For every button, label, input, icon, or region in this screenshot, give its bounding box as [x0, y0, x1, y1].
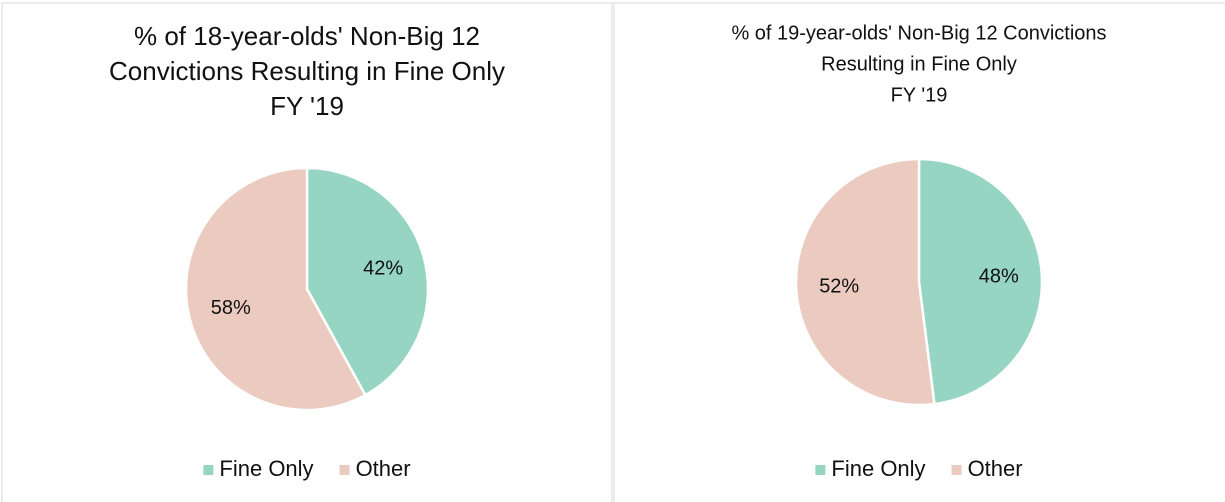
pie-slice — [184, 166, 367, 412]
panel-border — [1, 2, 613, 502]
panel-border — [613, 2, 1225, 502]
data-label: 48% — [979, 265, 1019, 287]
pie-slice — [305, 166, 430, 397]
chart-title: Convictions Resulting in Fine Only — [109, 56, 505, 86]
legend-label: Other — [356, 456, 411, 481]
legend-marker — [815, 465, 826, 475]
legend-label: Fine Only — [219, 456, 313, 481]
data-label: 58% — [211, 297, 251, 319]
chart-title: FY '19 — [891, 84, 948, 106]
chart-title: % of 19-year-olds' Non-Big 12 Conviction… — [731, 22, 1106, 44]
chart-title: FY '19 — [270, 91, 344, 121]
pie-slice — [794, 157, 936, 407]
pie-slice — [917, 157, 1044, 406]
legend-marker — [203, 465, 214, 475]
chart-title: % of 18-year-olds' Non-Big 12 — [134, 21, 480, 51]
legend-label: Fine Only — [831, 456, 925, 481]
chart-title: Resulting in Fine Only — [821, 53, 1017, 75]
data-label: 52% — [819, 275, 859, 297]
legend-label: Other — [968, 456, 1023, 481]
legend-marker — [951, 465, 962, 475]
legend-marker — [339, 465, 350, 475]
data-label: 42% — [363, 258, 403, 280]
